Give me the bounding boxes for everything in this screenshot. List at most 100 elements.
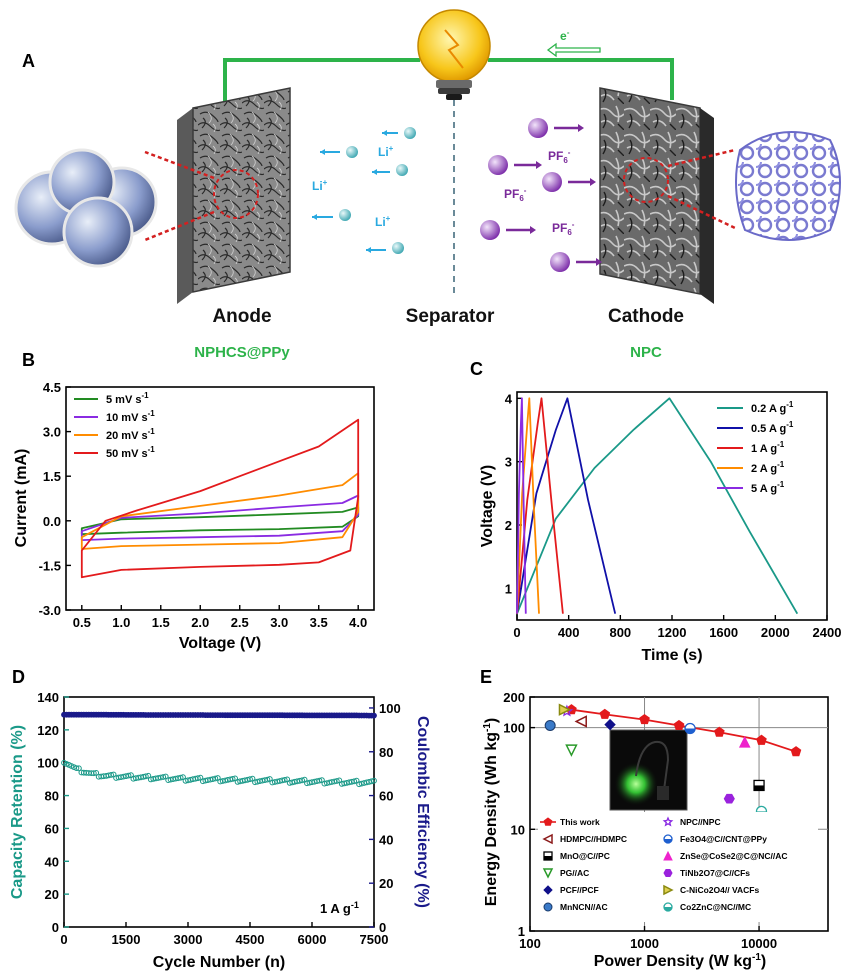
panel-b-ticks: 0.5 1.0 1.5 2.0 2.5 3.0 3.5 4.0 -3.0 -1.5 0.0 1.5 3.… xyxy=(39,380,368,630)
pf6-ions: PF6- PF6- PF6- xyxy=(480,118,602,272)
li-label-3: Li+ xyxy=(375,214,391,229)
panel-d-capacity-point xyxy=(73,765,80,771)
panel-b-ytick-label: 0.0 xyxy=(43,514,61,529)
panel-d-capacity-point xyxy=(212,775,219,782)
panel-e: E 100 1000 10000 1 10 100 200 This work NPC//NP… xyxy=(480,667,829,970)
panel-d-y2tick-label: 60 xyxy=(379,789,393,804)
separator-label: Separator xyxy=(406,306,495,327)
electron-label: e- xyxy=(560,28,570,43)
panel-d-xtick-label: 0 xyxy=(60,932,67,947)
panel-b-series xyxy=(80,418,360,579)
panel-c-legend-entry: 0.2 A g-1 xyxy=(751,400,794,415)
panel-c-xtick-label: 1200 xyxy=(658,625,687,640)
panel-b-ytick-label: 4.5 xyxy=(43,380,61,395)
panel-d-ytick-label: 60 xyxy=(45,821,59,836)
panel-b-cv-curve xyxy=(80,506,360,536)
electron-arrow-icon xyxy=(546,42,601,58)
panel-e-legend-swatch xyxy=(543,902,553,912)
panel-d-capacity-point xyxy=(76,765,82,772)
panel-e-legend-swatch xyxy=(663,869,673,877)
panel-d-ytick-label: 40 xyxy=(45,854,59,869)
panel-b-ytick-label: 1.5 xyxy=(43,469,61,484)
anode-electrode xyxy=(144,87,291,304)
panel-b-xtick-label: 4.0 xyxy=(349,615,367,630)
panel-e-series xyxy=(544,703,802,818)
li-ions: Li+ Li+ Li+ xyxy=(312,127,416,254)
panel-c-xlabel: Time (s) xyxy=(641,647,702,664)
panel-d-y2tick-label: 20 xyxy=(379,876,393,891)
panel-e-point xyxy=(558,703,572,716)
panel-e-legend-entry: This work xyxy=(560,817,600,827)
panel-e-point xyxy=(639,713,650,725)
panel-d-ytick-label: 20 xyxy=(45,887,59,902)
panel-d-ticks: 0 1500 3000 4500 6000 75000204060801001201400… xyxy=(37,690,400,947)
cathode-label: Cathode xyxy=(608,306,684,327)
panel-e-legend-entry: PG//AC xyxy=(560,868,589,878)
panel-b-ylabel: Current (mA) xyxy=(13,449,30,548)
panel-e-label: E xyxy=(480,667,492,687)
panel-e-legend-swatch xyxy=(543,851,553,861)
cathode-material-label: NPC xyxy=(630,344,662,361)
panel-d-capacity-point xyxy=(264,776,271,783)
panel-e-xtick-label: 100 xyxy=(519,936,541,951)
light-bulb-icon xyxy=(417,9,491,100)
marker-half-circle-fill xyxy=(664,907,672,911)
panel-d-capacity-point xyxy=(316,777,323,784)
li-label-1: Li+ xyxy=(378,144,394,159)
panel-e-ytick-label: 1 xyxy=(518,924,525,939)
panel-d-y2tick-label: 100 xyxy=(379,701,401,716)
panel-d-capacity-point xyxy=(108,772,114,778)
panel-e-point xyxy=(565,744,578,757)
panel-e-ylabel: Energy Density (Wh kg-1) xyxy=(482,718,500,906)
panel-e-plot-area xyxy=(529,696,829,932)
panel-c-legend-entry: 1 A g-1 xyxy=(751,440,785,455)
panel-e-legend-entry: MnO@C//PC xyxy=(560,851,610,861)
panel-d-ytick-label: 140 xyxy=(37,690,59,705)
panel-e-legend-swatch xyxy=(543,817,553,826)
panel-e-point xyxy=(714,726,725,737)
panel-c-ytick-label: 1 xyxy=(505,581,512,596)
panel-d-y2tick-label: 40 xyxy=(379,832,393,847)
panel-d-xtick-label: 6000 xyxy=(298,932,327,947)
panel-e-legend-entry: Fe3O4@C//CNT@PPy xyxy=(680,834,767,844)
panel-c-gcd-curve xyxy=(516,397,799,615)
panel-d: D 0 1500 3000 4500 6000 750002040608010012014… xyxy=(9,667,431,971)
panel-e-legend-entry: C-NiCo2O4// VACFs xyxy=(680,885,759,895)
panel-d-capacity-point xyxy=(195,775,201,782)
panel-d-capacity-point xyxy=(177,774,184,781)
panel-e-legend-entry: TiNb2O7@C//CFs xyxy=(680,868,750,878)
panel-e-legend-entry: ZnSe@CoSe2@C@NC//AC xyxy=(680,851,788,861)
panel-c-gcd-curve xyxy=(516,397,527,614)
panel-b-legend-entry: 5 mV s-1 xyxy=(106,391,149,406)
marker-half-square-fill xyxy=(544,856,552,860)
panel-b-xtick-label: 3.0 xyxy=(270,615,288,630)
panel-d-capacity-point xyxy=(371,777,377,784)
panel-e-legend-bg xyxy=(538,812,818,922)
panel-d-capacity-point xyxy=(368,778,375,785)
panel-e-legend-swatch xyxy=(663,902,673,912)
panel-b-cv-curve xyxy=(80,472,360,550)
panel-c-ytick-label: 2 xyxy=(505,518,512,533)
panel-c-xtick-label: 2000 xyxy=(761,625,790,640)
marker-half-circle-fill xyxy=(685,728,696,734)
panel-d-capacity-point xyxy=(142,773,149,780)
panel-d-series xyxy=(61,711,377,788)
panel-d-xlabel: Cycle Number (n) xyxy=(153,954,285,971)
panel-d-xtick-label: 4500 xyxy=(236,932,265,947)
panel-e-point xyxy=(684,722,696,735)
panel-e-legend-entry: PCF//PCF xyxy=(560,885,599,895)
panel-d-label: D xyxy=(12,667,25,687)
panel-d-y2tick-label: 80 xyxy=(379,745,393,760)
panel-d-y2tick-label: 0 xyxy=(379,920,386,935)
panel-e-xtick-label: 10000 xyxy=(741,936,777,951)
panel-c-ylabel: Voltage (V) xyxy=(479,465,496,547)
panel-e-point xyxy=(604,718,616,731)
panel-d-annotation: 1 A g-1 xyxy=(320,900,359,916)
panel-d-capacity-point xyxy=(281,777,288,783)
panel-c-xtick-label: 400 xyxy=(558,625,580,640)
marker-half-square-fill xyxy=(754,785,765,791)
panel-e-ytick-label: 200 xyxy=(503,690,525,705)
panel-b-legend-entry: 10 mV s-1 xyxy=(106,409,155,424)
